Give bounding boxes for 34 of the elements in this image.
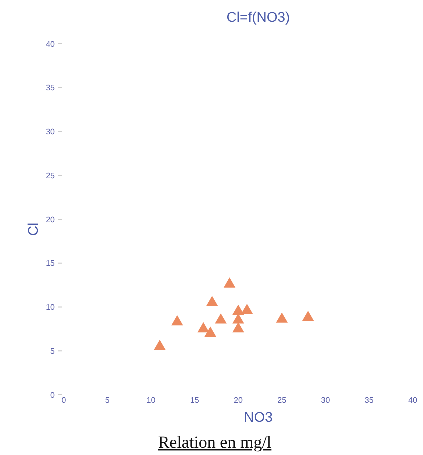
point [302, 310, 314, 322]
point [154, 340, 166, 350]
x-tick-label: 30 [321, 396, 331, 405]
point [215, 314, 227, 324]
y-tick-label: 30 [46, 128, 56, 137]
y-tick-label: 10 [46, 303, 56, 312]
x-tick-label: 5 [105, 396, 110, 405]
point [232, 304, 244, 316]
y-tick-label: 20 [46, 215, 56, 224]
x-tick-label: 15 [190, 396, 200, 405]
x-tick-label: 20 [234, 396, 244, 405]
point [232, 322, 244, 333]
y-tick-label: 5 [50, 346, 56, 356]
y-tick-label: 35 [46, 84, 56, 93]
point [276, 312, 288, 323]
point [232, 314, 244, 324]
x-tick-label: 40 [408, 396, 418, 405]
x-tick-label: 10 [146, 396, 156, 405]
text: Relation en mg/l [158, 433, 272, 452]
x-tick-label: 35 [364, 396, 374, 405]
y-tick-label: 40 [46, 40, 56, 49]
x-tick-label: 25 [278, 396, 288, 405]
point [241, 304, 254, 314]
x-axis-title: NO3 [244, 409, 274, 425]
point [224, 278, 236, 288]
point [172, 315, 184, 326]
y-axis-title: Cl [25, 222, 41, 236]
point [204, 326, 216, 337]
y-tick-label: 25 [46, 171, 56, 180]
chart-title: Cl=f(NO3) [226, 9, 290, 25]
point [206, 296, 218, 306]
point [198, 322, 210, 333]
y-tick-label: 15 [46, 259, 56, 268]
x-tick-label: 0 [62, 396, 67, 405]
